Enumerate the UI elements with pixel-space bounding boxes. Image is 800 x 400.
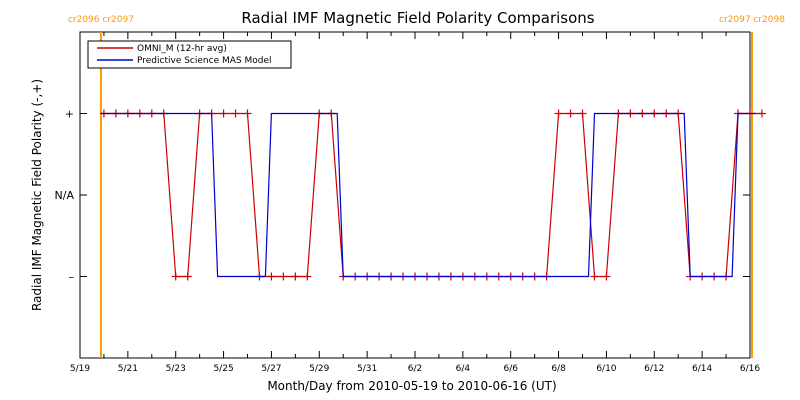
omni-data-point <box>602 272 611 281</box>
y-tick-label: + <box>65 108 74 121</box>
x-tick-label: 6/16 <box>740 364 760 374</box>
legend-label-mas: Predictive Science MAS Model <box>137 56 272 66</box>
series-lines <box>99 109 766 281</box>
omni-data-point <box>590 272 599 281</box>
omni-data-point <box>279 272 288 281</box>
x-tick-label: 5/25 <box>213 364 233 374</box>
rotation-marker-label: cr2097 cr2098 <box>719 15 785 25</box>
x-tick-label: 6/8 <box>551 364 566 374</box>
x-tick-label: 5/29 <box>309 364 329 374</box>
omni-data-point <box>291 272 300 281</box>
omni-data-point <box>183 272 192 281</box>
omni-data-point <box>231 109 240 118</box>
omni-data-point <box>757 109 766 118</box>
x-tick-label: 6/2 <box>408 364 422 374</box>
y-axis-label: Radial IMF Magnetic Field Polarity (-,+) <box>30 79 44 311</box>
y-tick-label: N/A <box>55 189 75 202</box>
rotation-markers: cr2096 cr2097 cr2097 cr2098 <box>68 15 785 358</box>
x-tick-label: 5/31 <box>357 364 377 374</box>
chart-title: Radial IMF Magnetic Field Polarity Compa… <box>241 9 594 27</box>
omni-data-point <box>171 272 180 281</box>
omni-data-point <box>243 109 252 118</box>
x-tick-label: 6/10 <box>596 364 616 374</box>
x-tick-label: 5/23 <box>166 364 186 374</box>
x-tick-label: 6/14 <box>692 364 712 374</box>
omni-data-point <box>566 109 575 118</box>
axis-ticks: 5/19 5/21 5/23 5/25 5/27 5/29 5/31 6/2 6/4 6/6 6/8… <box>55 32 760 374</box>
mas-series-line <box>100 112 756 278</box>
x-tick-label: 6/6 <box>503 364 518 374</box>
x-tick-label: 5/21 <box>118 364 138 374</box>
omni-data-point <box>219 109 228 118</box>
x-tick-label: 6/4 <box>456 364 471 374</box>
omni-data-point <box>267 272 276 281</box>
rotation-marker-label: cr2096 cr2097 <box>68 15 134 25</box>
legend: OMNI_M (12-hr avg) Predictive Science MA… <box>87 40 292 69</box>
y-tick-label: – <box>69 271 75 284</box>
omni-data-point <box>578 109 587 118</box>
omni-data-point <box>554 109 563 118</box>
x-tick-label: 5/19 <box>70 364 90 374</box>
omni-series-line <box>103 112 762 278</box>
x-tick-label: 6/12 <box>644 364 664 374</box>
omni-data-point <box>303 272 312 281</box>
x-tick-label: 5/27 <box>261 364 281 374</box>
legend-label-omni: OMNI_M (12-hr avg) <box>137 44 227 54</box>
plot-frame <box>79 31 751 359</box>
legend-box <box>87 40 292 69</box>
x-axis-label: Month/Day from 2010-05-19 to 2010-06-16 … <box>267 379 556 393</box>
